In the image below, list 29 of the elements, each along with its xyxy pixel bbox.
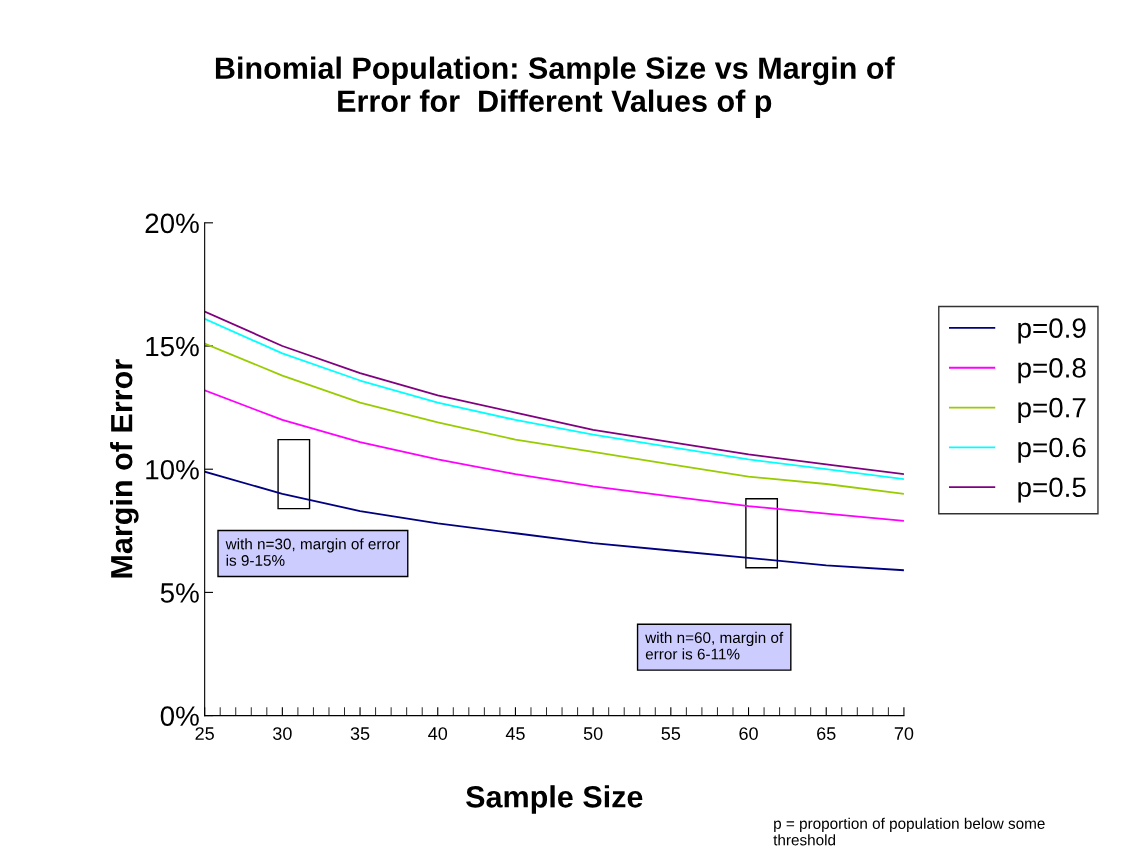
x-tick-label: 30 bbox=[273, 727, 292, 740]
x-tick-label: 60 bbox=[739, 727, 758, 740]
line-series bbox=[204, 470, 904, 572]
legend-label: p=0.7 bbox=[1018, 397, 1086, 424]
y-tick-label: 0% bbox=[160, 706, 199, 726]
annotation: with n=60, margin of error is 6-11% bbox=[645, 631, 784, 660]
y-axis-title: Margin of Error bbox=[110, 359, 139, 578]
x-tick-label: 35 bbox=[350, 727, 370, 740]
x-tick-label: 45 bbox=[505, 727, 525, 740]
y-tick-label: 5% bbox=[160, 583, 199, 603]
legend-label: p=0.8 bbox=[1018, 358, 1086, 384]
legend-label: p=0.9 bbox=[1018, 318, 1086, 344]
x-tick-label: 70 bbox=[894, 727, 914, 740]
x-tick-label: 65 bbox=[817, 727, 836, 740]
y-tick-label: 20% bbox=[145, 213, 199, 234]
legend-label: p=0.5 bbox=[1018, 477, 1086, 503]
y-tick-label: 10% bbox=[146, 459, 199, 480]
y-tick-label: 15% bbox=[146, 336, 199, 357]
line-series bbox=[204, 389, 904, 522]
x-tick-label: 50 bbox=[583, 727, 603, 740]
text: p = proportion of population below some threshold bbox=[773, 817, 1045, 846]
x-tick-label: 55 bbox=[661, 727, 681, 740]
x-tick-label: 25 bbox=[195, 727, 214, 740]
chart-title: Binomial Population: Sample Size vs Margin of Error for Different Values of p bbox=[215, 56, 895, 119]
annotation: with n=30, margin of error is 9-15% bbox=[225, 538, 400, 566]
legend-label: p=0.6 bbox=[1018, 437, 1086, 463]
line-series bbox=[204, 342, 904, 495]
x-tick-label: 40 bbox=[428, 727, 448, 740]
x-axis-title: Sample Size bbox=[466, 785, 643, 814]
